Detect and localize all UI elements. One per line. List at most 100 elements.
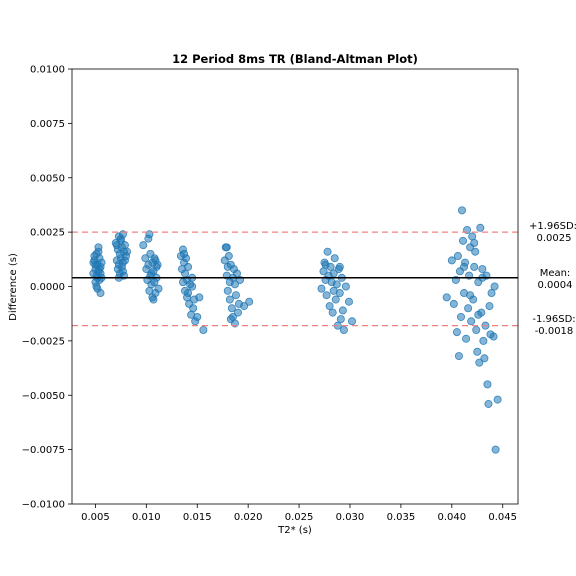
chart-title: 12 Period 8ms TR (Bland-Altman Plot) [172,52,418,66]
upper-limit-label: +1.96SD: [529,221,576,232]
data-point [245,297,254,306]
data-point [226,315,235,324]
data-point [473,347,482,356]
data-point [328,308,337,317]
data-point [199,325,208,334]
data-point [464,304,473,313]
data-point [184,289,193,298]
data-point [225,295,234,304]
data-point [472,325,481,334]
data-point [95,265,104,274]
data-point [480,354,489,363]
data-point [96,289,105,298]
data-point [341,282,350,291]
data-point [491,445,500,454]
upper-limit-value: 0.0025 [537,233,572,244]
data-point [181,269,190,278]
mean-value: 0.0004 [538,280,573,291]
data-point [122,247,131,256]
x-tick-label: 0.045 [488,512,517,523]
data-point [120,256,129,265]
x-tick-label: 0.040 [437,512,466,523]
y-tick-label: −0.0100 [22,500,65,511]
data-point [112,241,121,250]
data-point [118,267,127,276]
plot-frame [71,68,519,505]
data-point [89,258,98,267]
x-tick-label: 0.035 [387,512,416,523]
data-point [188,282,197,291]
data-point [453,252,462,261]
data-point [195,293,204,302]
data-point [493,395,502,404]
data-point [151,256,160,265]
data-point [470,238,479,247]
data-point [325,302,334,311]
data-point [321,260,330,269]
lower-limit-value: -0.0018 [535,326,574,337]
data-point [462,334,471,343]
data-point [336,315,345,324]
data-point [329,286,338,295]
data-point [457,206,466,215]
scatter-points [89,206,502,454]
data-point [474,310,483,319]
limits-annotations: +1.96SD: 0.0025 Mean: 0.0004 -1.96SD: -0… [529,221,576,337]
data-point [180,249,189,258]
data-point [231,291,240,300]
data-point [232,269,241,278]
x-tick-label: 0.030 [336,512,365,523]
data-point [193,312,202,321]
data-point [141,254,150,263]
data-point [344,297,353,306]
x-tick-label: 0.020 [234,512,263,523]
data-point [485,302,494,311]
data-point [471,247,480,256]
data-point [466,291,475,300]
x-tick-label: 0.025 [285,512,314,523]
data-point [467,317,476,326]
data-point [332,280,341,289]
x-tick-label: 0.010 [132,512,161,523]
data-point [120,241,129,250]
y-tick-label: 0.0025 [30,228,65,239]
data-point [454,352,463,361]
data-point [335,262,344,271]
data-point [189,304,198,313]
data-point [487,289,496,298]
x-tick-label: 0.005 [81,512,110,523]
x-axis-label: T2* (s) [277,525,312,536]
data-point [459,236,468,245]
data-point [460,262,469,271]
data-point [154,284,163,293]
data-point [447,256,456,265]
data-point [147,269,156,278]
data-point [478,265,487,274]
data-point [489,332,498,341]
data-point [317,284,326,293]
data-point [92,282,101,291]
data-point [483,380,492,389]
data-point [222,243,231,252]
data-point [456,312,465,321]
data-point [230,280,239,289]
data-point [227,304,236,313]
data-point [330,254,339,263]
data-point [94,247,103,256]
data-point [223,286,232,295]
lower-limit-label: -1.96SD: [532,314,575,325]
y-axis-label: Difference (s) [8,253,19,321]
data-point [490,282,499,291]
data-point [323,247,332,256]
data-point [449,299,458,308]
y-tick-label: 0.0050 [30,173,65,184]
data-point [442,293,451,302]
data-point [475,358,484,367]
y-tick-label: −0.0075 [22,445,65,456]
data-point [139,241,148,250]
data-point [116,234,125,243]
data-point [339,325,348,334]
data-point [184,262,193,271]
mean-label: Mean: [540,268,571,279]
